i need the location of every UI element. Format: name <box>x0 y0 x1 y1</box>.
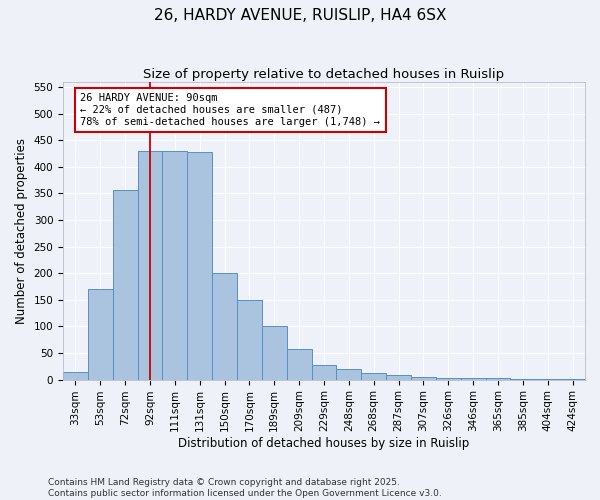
Bar <box>511 378 535 380</box>
Bar <box>262 326 287 380</box>
Bar <box>187 152 212 380</box>
Bar <box>88 289 113 380</box>
Bar <box>436 378 461 380</box>
Bar <box>386 376 411 380</box>
Text: Contains HM Land Registry data © Crown copyright and database right 2025.
Contai: Contains HM Land Registry data © Crown c… <box>48 478 442 498</box>
Bar <box>311 365 337 380</box>
Text: 26, HARDY AVENUE, RUISLIP, HA4 6SX: 26, HARDY AVENUE, RUISLIP, HA4 6SX <box>154 8 446 22</box>
Bar <box>560 378 585 380</box>
Bar <box>535 378 560 380</box>
Bar <box>163 151 187 380</box>
Bar <box>63 372 88 380</box>
Bar <box>485 378 511 380</box>
Title: Size of property relative to detached houses in Ruislip: Size of property relative to detached ho… <box>143 68 505 80</box>
Bar <box>137 151 163 380</box>
Bar <box>411 377 436 380</box>
Text: 26 HARDY AVENUE: 90sqm
← 22% of detached houses are smaller (487)
78% of semi-de: 26 HARDY AVENUE: 90sqm ← 22% of detached… <box>80 94 380 126</box>
Bar <box>361 372 386 380</box>
X-axis label: Distribution of detached houses by size in Ruislip: Distribution of detached houses by size … <box>178 437 470 450</box>
Bar <box>237 300 262 380</box>
Bar <box>113 190 137 380</box>
Bar <box>337 369 361 380</box>
Bar <box>461 378 485 380</box>
Bar <box>212 273 237 380</box>
Bar <box>287 348 311 380</box>
Y-axis label: Number of detached properties: Number of detached properties <box>15 138 28 324</box>
